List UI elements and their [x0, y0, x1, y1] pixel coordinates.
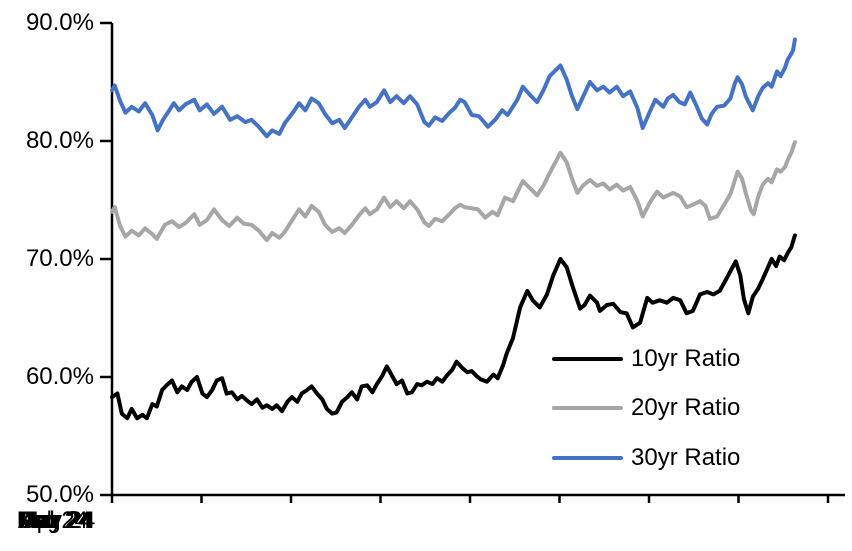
y-axis-tick-label: 60.0%	[25, 363, 94, 390]
legend-line-swatch	[552, 357, 623, 361]
series-line-20yr-ratio	[110, 140, 797, 243]
y-axis-tick-label: 50.0%	[25, 481, 94, 508]
x-axis-tick-label: Apr 24	[20, 507, 92, 534]
legend-label: 30yr Ratio	[631, 444, 741, 471]
x-axis-tick-label: Aug 24	[17, 507, 95, 534]
legend-item-30yr-ratio: 30yr Ratio	[552, 443, 740, 473]
series-line-30yr-ratio	[110, 37, 797, 139]
x-axis-tick-label: Mar 24	[18, 507, 94, 534]
x-axis-tick-label: Jul 24	[23, 507, 89, 534]
series-line-10yr-ratio	[110, 233, 797, 421]
legend-line-swatch	[552, 456, 623, 460]
x-axis-tick-label: Feb 24	[18, 507, 94, 534]
legend-line-swatch	[552, 406, 623, 410]
x-axis-tick-label: May 24	[16, 507, 96, 534]
y-axis-tick-label: 70.0%	[25, 245, 94, 272]
y-axis-tick-label: 90.0%	[25, 9, 94, 36]
legend-label: 10yr Ratio	[631, 345, 741, 372]
legend-item-20yr-ratio: 20yr Ratio	[552, 393, 740, 423]
x-axis-tick-label: Jun 24	[19, 507, 93, 534]
y-axis-tick-label: 80.0%	[25, 127, 94, 154]
legend-item-10yr-ratio: 10yr Ratio	[552, 344, 740, 374]
x-axis-tick-label: Jan 24	[19, 507, 93, 534]
legend-label: 20yr Ratio	[631, 394, 741, 421]
axes	[100, 21, 845, 503]
